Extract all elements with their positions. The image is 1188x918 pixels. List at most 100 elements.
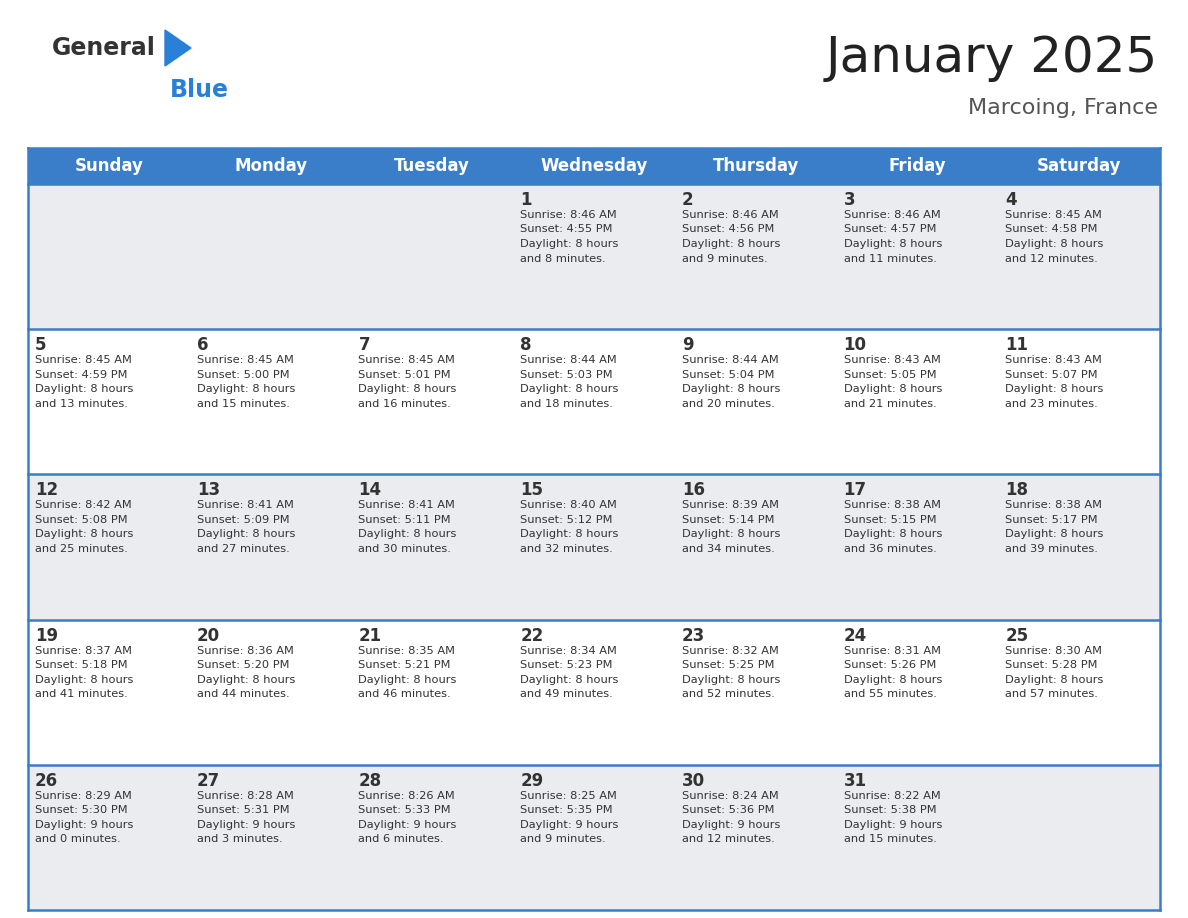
Text: Daylight: 8 hours: Daylight: 8 hours — [520, 675, 619, 685]
Text: Sunrise: 8:24 AM: Sunrise: 8:24 AM — [682, 790, 778, 800]
Text: Sunrise: 8:29 AM: Sunrise: 8:29 AM — [34, 790, 132, 800]
Text: and 18 minutes.: and 18 minutes. — [520, 398, 613, 409]
Text: Sunrise: 8:44 AM: Sunrise: 8:44 AM — [682, 355, 778, 365]
Text: Daylight: 8 hours: Daylight: 8 hours — [197, 530, 295, 540]
Text: Sunset: 4:59 PM: Sunset: 4:59 PM — [34, 370, 127, 380]
Text: General: General — [52, 36, 156, 60]
Text: Sunset: 5:01 PM: Sunset: 5:01 PM — [359, 370, 451, 380]
Text: Daylight: 9 hours: Daylight: 9 hours — [520, 820, 619, 830]
Text: Daylight: 8 hours: Daylight: 8 hours — [682, 239, 781, 249]
Text: Daylight: 8 hours: Daylight: 8 hours — [197, 385, 295, 394]
Text: Daylight: 8 hours: Daylight: 8 hours — [34, 385, 133, 394]
Text: Blue: Blue — [170, 78, 229, 102]
Text: Sunrise: 8:38 AM: Sunrise: 8:38 AM — [1005, 500, 1102, 510]
Text: Sunset: 4:56 PM: Sunset: 4:56 PM — [682, 225, 775, 234]
Text: and 55 minutes.: and 55 minutes. — [843, 689, 936, 700]
Polygon shape — [165, 30, 191, 66]
Text: Daylight: 8 hours: Daylight: 8 hours — [682, 530, 781, 540]
Text: Sunday: Sunday — [75, 157, 144, 175]
Text: Daylight: 8 hours: Daylight: 8 hours — [843, 530, 942, 540]
Text: Sunset: 5:35 PM: Sunset: 5:35 PM — [520, 805, 613, 815]
Text: Sunset: 5:14 PM: Sunset: 5:14 PM — [682, 515, 775, 525]
Text: and 3 minutes.: and 3 minutes. — [197, 834, 283, 845]
Text: Daylight: 8 hours: Daylight: 8 hours — [359, 675, 457, 685]
Text: Daylight: 8 hours: Daylight: 8 hours — [843, 239, 942, 249]
Text: Sunrise: 8:45 AM: Sunrise: 8:45 AM — [197, 355, 293, 365]
Text: Sunrise: 8:45 AM: Sunrise: 8:45 AM — [359, 355, 455, 365]
Text: Daylight: 8 hours: Daylight: 8 hours — [34, 530, 133, 540]
Text: 12: 12 — [34, 481, 58, 499]
Text: Daylight: 8 hours: Daylight: 8 hours — [1005, 530, 1104, 540]
Text: Sunset: 5:28 PM: Sunset: 5:28 PM — [1005, 660, 1098, 670]
Text: 31: 31 — [843, 772, 867, 789]
Text: Sunset: 5:23 PM: Sunset: 5:23 PM — [520, 660, 613, 670]
Text: Sunset: 5:07 PM: Sunset: 5:07 PM — [1005, 370, 1098, 380]
Text: 9: 9 — [682, 336, 694, 354]
Text: January 2025: January 2025 — [826, 34, 1158, 82]
Text: 10: 10 — [843, 336, 866, 354]
Text: Tuesday: Tuesday — [394, 157, 470, 175]
Text: and 15 minutes.: and 15 minutes. — [197, 398, 290, 409]
Text: 29: 29 — [520, 772, 543, 789]
Text: and 52 minutes.: and 52 minutes. — [682, 689, 775, 700]
Text: Sunset: 5:38 PM: Sunset: 5:38 PM — [843, 805, 936, 815]
Text: Sunrise: 8:46 AM: Sunrise: 8:46 AM — [682, 210, 778, 220]
Text: Sunset: 4:55 PM: Sunset: 4:55 PM — [520, 225, 613, 234]
Text: Sunset: 5:26 PM: Sunset: 5:26 PM — [843, 660, 936, 670]
Text: 30: 30 — [682, 772, 704, 789]
Text: and 6 minutes.: and 6 minutes. — [359, 834, 444, 845]
Text: Daylight: 8 hours: Daylight: 8 hours — [34, 675, 133, 685]
Text: Sunrise: 8:46 AM: Sunrise: 8:46 AM — [520, 210, 617, 220]
Text: Daylight: 9 hours: Daylight: 9 hours — [682, 820, 781, 830]
Text: and 15 minutes.: and 15 minutes. — [843, 834, 936, 845]
Text: Sunset: 5:00 PM: Sunset: 5:00 PM — [197, 370, 290, 380]
Text: and 21 minutes.: and 21 minutes. — [843, 398, 936, 409]
Text: and 39 minutes.: and 39 minutes. — [1005, 543, 1098, 554]
Text: and 12 minutes.: and 12 minutes. — [1005, 253, 1098, 263]
Text: Sunset: 5:05 PM: Sunset: 5:05 PM — [843, 370, 936, 380]
Text: Sunrise: 8:45 AM: Sunrise: 8:45 AM — [34, 355, 132, 365]
Text: Sunset: 5:04 PM: Sunset: 5:04 PM — [682, 370, 775, 380]
Text: Sunrise: 8:28 AM: Sunrise: 8:28 AM — [197, 790, 293, 800]
Text: 3: 3 — [843, 191, 855, 209]
Text: Saturday: Saturday — [1037, 157, 1121, 175]
Text: 28: 28 — [359, 772, 381, 789]
Text: Sunset: 5:21 PM: Sunset: 5:21 PM — [359, 660, 451, 670]
Text: and 27 minutes.: and 27 minutes. — [197, 543, 290, 554]
Text: Daylight: 8 hours: Daylight: 8 hours — [197, 675, 295, 685]
Text: 20: 20 — [197, 627, 220, 644]
Text: 8: 8 — [520, 336, 532, 354]
Bar — [29, 148, 1159, 184]
Text: Sunrise: 8:32 AM: Sunrise: 8:32 AM — [682, 645, 778, 655]
Text: Daylight: 8 hours: Daylight: 8 hours — [1005, 239, 1104, 249]
Text: Sunset: 5:33 PM: Sunset: 5:33 PM — [359, 805, 451, 815]
Text: 22: 22 — [520, 627, 543, 644]
Bar — [29, 148, 1159, 910]
Text: Sunset: 5:15 PM: Sunset: 5:15 PM — [843, 515, 936, 525]
Text: 16: 16 — [682, 481, 704, 499]
Text: Sunset: 5:36 PM: Sunset: 5:36 PM — [682, 805, 775, 815]
Text: and 30 minutes.: and 30 minutes. — [359, 543, 451, 554]
Text: and 23 minutes.: and 23 minutes. — [1005, 398, 1098, 409]
Text: Daylight: 8 hours: Daylight: 8 hours — [843, 385, 942, 394]
Text: Sunset: 5:30 PM: Sunset: 5:30 PM — [34, 805, 127, 815]
Text: and 25 minutes.: and 25 minutes. — [34, 543, 128, 554]
Text: 13: 13 — [197, 481, 220, 499]
Text: and 13 minutes.: and 13 minutes. — [34, 398, 128, 409]
Text: and 12 minutes.: and 12 minutes. — [682, 834, 775, 845]
Text: Sunrise: 8:34 AM: Sunrise: 8:34 AM — [520, 645, 617, 655]
Text: Sunset: 5:12 PM: Sunset: 5:12 PM — [520, 515, 613, 525]
Text: Daylight: 8 hours: Daylight: 8 hours — [520, 239, 619, 249]
Text: Daylight: 8 hours: Daylight: 8 hours — [1005, 385, 1104, 394]
Text: Sunrise: 8:38 AM: Sunrise: 8:38 AM — [843, 500, 941, 510]
Text: and 9 minutes.: and 9 minutes. — [520, 834, 606, 845]
Text: Sunrise: 8:36 AM: Sunrise: 8:36 AM — [197, 645, 293, 655]
Text: Sunrise: 8:39 AM: Sunrise: 8:39 AM — [682, 500, 779, 510]
Text: Daylight: 8 hours: Daylight: 8 hours — [520, 530, 619, 540]
Bar — [29, 765, 1159, 910]
Text: Daylight: 8 hours: Daylight: 8 hours — [520, 385, 619, 394]
Text: Daylight: 8 hours: Daylight: 8 hours — [843, 675, 942, 685]
Text: and 11 minutes.: and 11 minutes. — [843, 253, 936, 263]
Text: Sunset: 5:25 PM: Sunset: 5:25 PM — [682, 660, 775, 670]
Text: Sunrise: 8:22 AM: Sunrise: 8:22 AM — [843, 790, 941, 800]
